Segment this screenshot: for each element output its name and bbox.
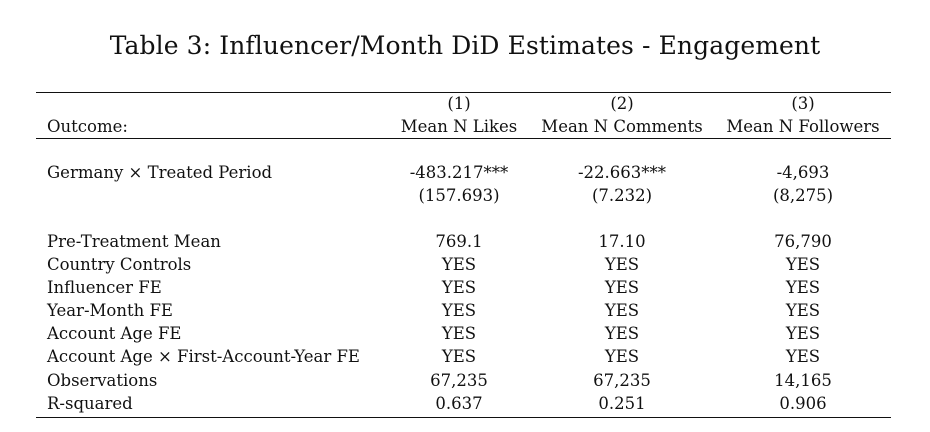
column-number-1: (1) xyxy=(447,94,471,113)
row-value-2: YES xyxy=(604,347,640,366)
row-value-1: 769.1 xyxy=(435,232,483,251)
estimate-3: -4,693 xyxy=(776,163,830,182)
row-value-2: YES xyxy=(604,324,640,343)
row-value-2: 67,235 xyxy=(593,371,651,390)
row-value-1: YES xyxy=(441,255,477,274)
row-value-2: YES xyxy=(604,301,640,320)
table-caption: Table 3: Influencer/Month DiD Estimates … xyxy=(109,31,821,60)
row-label: Influencer FE xyxy=(47,278,162,297)
row-value-2: YES xyxy=(604,255,640,274)
row-value-2: 17.10 xyxy=(598,232,646,251)
row-value-1: 67,235 xyxy=(430,371,488,390)
stub-label: Outcome: xyxy=(47,117,128,136)
bottom-rule xyxy=(36,417,891,419)
row-value-3: 76,790 xyxy=(774,232,832,251)
row-label: Account Age FE xyxy=(47,324,182,343)
treatment-label: Germany × Treated Period xyxy=(47,163,273,182)
row-value-2: 0.251 xyxy=(598,394,646,413)
row-value-1: YES xyxy=(441,301,477,320)
row-value-3: YES xyxy=(785,347,821,366)
row-label: Account Age × First-Account-Year FE xyxy=(47,347,360,366)
column-name-2: Mean N Comments xyxy=(541,117,703,136)
row-label: Year-Month FE xyxy=(47,301,173,320)
row-label: Pre-Treatment Mean xyxy=(47,232,221,251)
row-value-1: YES xyxy=(441,278,477,297)
row-value-3: YES xyxy=(785,255,821,274)
row-label: Observations xyxy=(47,371,158,390)
row-value-2: YES xyxy=(604,278,640,297)
row-value-3: YES xyxy=(785,301,821,320)
row-value-1: YES xyxy=(441,347,477,366)
row-label: Country Controls xyxy=(47,255,192,274)
std-error-3: (8,275) xyxy=(772,186,834,205)
row-label: R-squared xyxy=(47,394,133,413)
row-value-3: YES xyxy=(785,324,821,343)
column-number-2: (2) xyxy=(610,94,634,113)
estimate-1: -483.217*** xyxy=(409,163,509,182)
row-value-3: 0.906 xyxy=(779,394,827,413)
top-rule xyxy=(36,92,891,94)
estimate-2: -22.663*** xyxy=(577,163,667,182)
std-error-1: (157.693) xyxy=(418,186,500,205)
row-value-3: YES xyxy=(785,278,821,297)
std-error-2: (7.232) xyxy=(591,186,653,205)
header-rule xyxy=(36,138,891,139)
row-value-1: 0.637 xyxy=(435,394,483,413)
row-value-1: YES xyxy=(441,324,477,343)
column-name-1: Mean N Likes xyxy=(400,117,518,136)
row-value-3: 14,165 xyxy=(774,371,832,390)
column-name-3: Mean N Followers xyxy=(726,117,880,136)
column-number-3: (3) xyxy=(791,94,815,113)
